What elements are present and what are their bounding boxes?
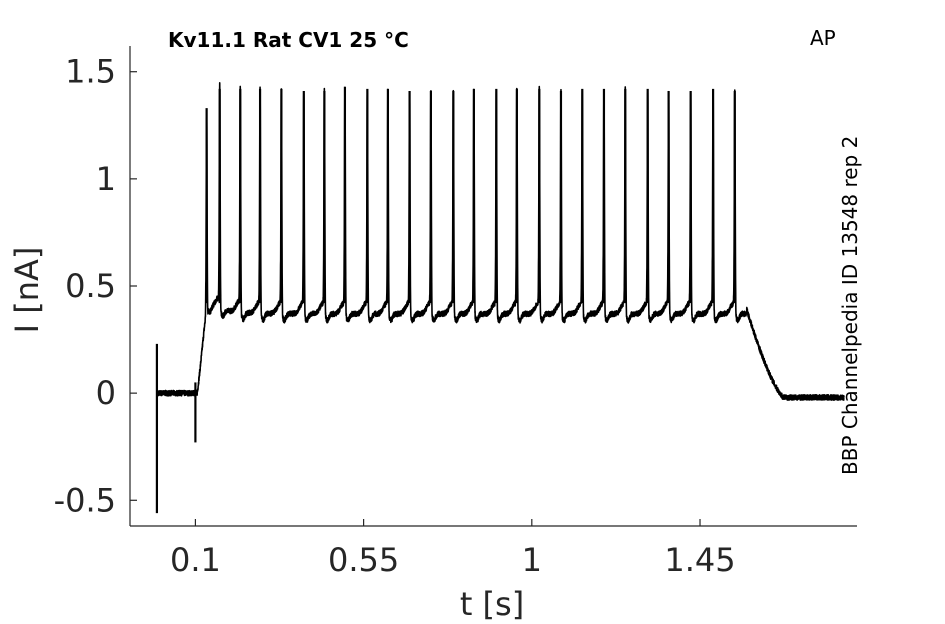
x-ticks: 0.1 0.55 1 1.45: [170, 519, 736, 579]
y-tick-label: 0: [96, 374, 116, 412]
x-axis-title: t [s]: [460, 585, 524, 623]
y-tick-label: 0.5: [65, 267, 116, 305]
y-tick-label: 1.5: [65, 53, 116, 91]
y-ticks: -0.5 0 0.5 1 1.5: [54, 53, 137, 519]
y-tick-label: 1: [96, 160, 116, 198]
x-tick-label: 0.55: [328, 541, 399, 579]
current-trace: [156, 82, 845, 401]
x-tick-label: 0.1: [170, 541, 221, 579]
chart-title: Kv11.1 Rat CV1 25 °C: [168, 28, 409, 52]
x-tick-label: 1: [522, 541, 542, 579]
x-tick-label: 1.45: [664, 541, 735, 579]
side-label: BBP Channelpedia ID 13548 rep 2: [838, 136, 862, 475]
y-axis-title: I [nA]: [8, 247, 46, 334]
corner-label: AP: [810, 26, 836, 50]
trace-layer: [155, 82, 845, 514]
y-tick-label: -0.5: [54, 481, 116, 519]
